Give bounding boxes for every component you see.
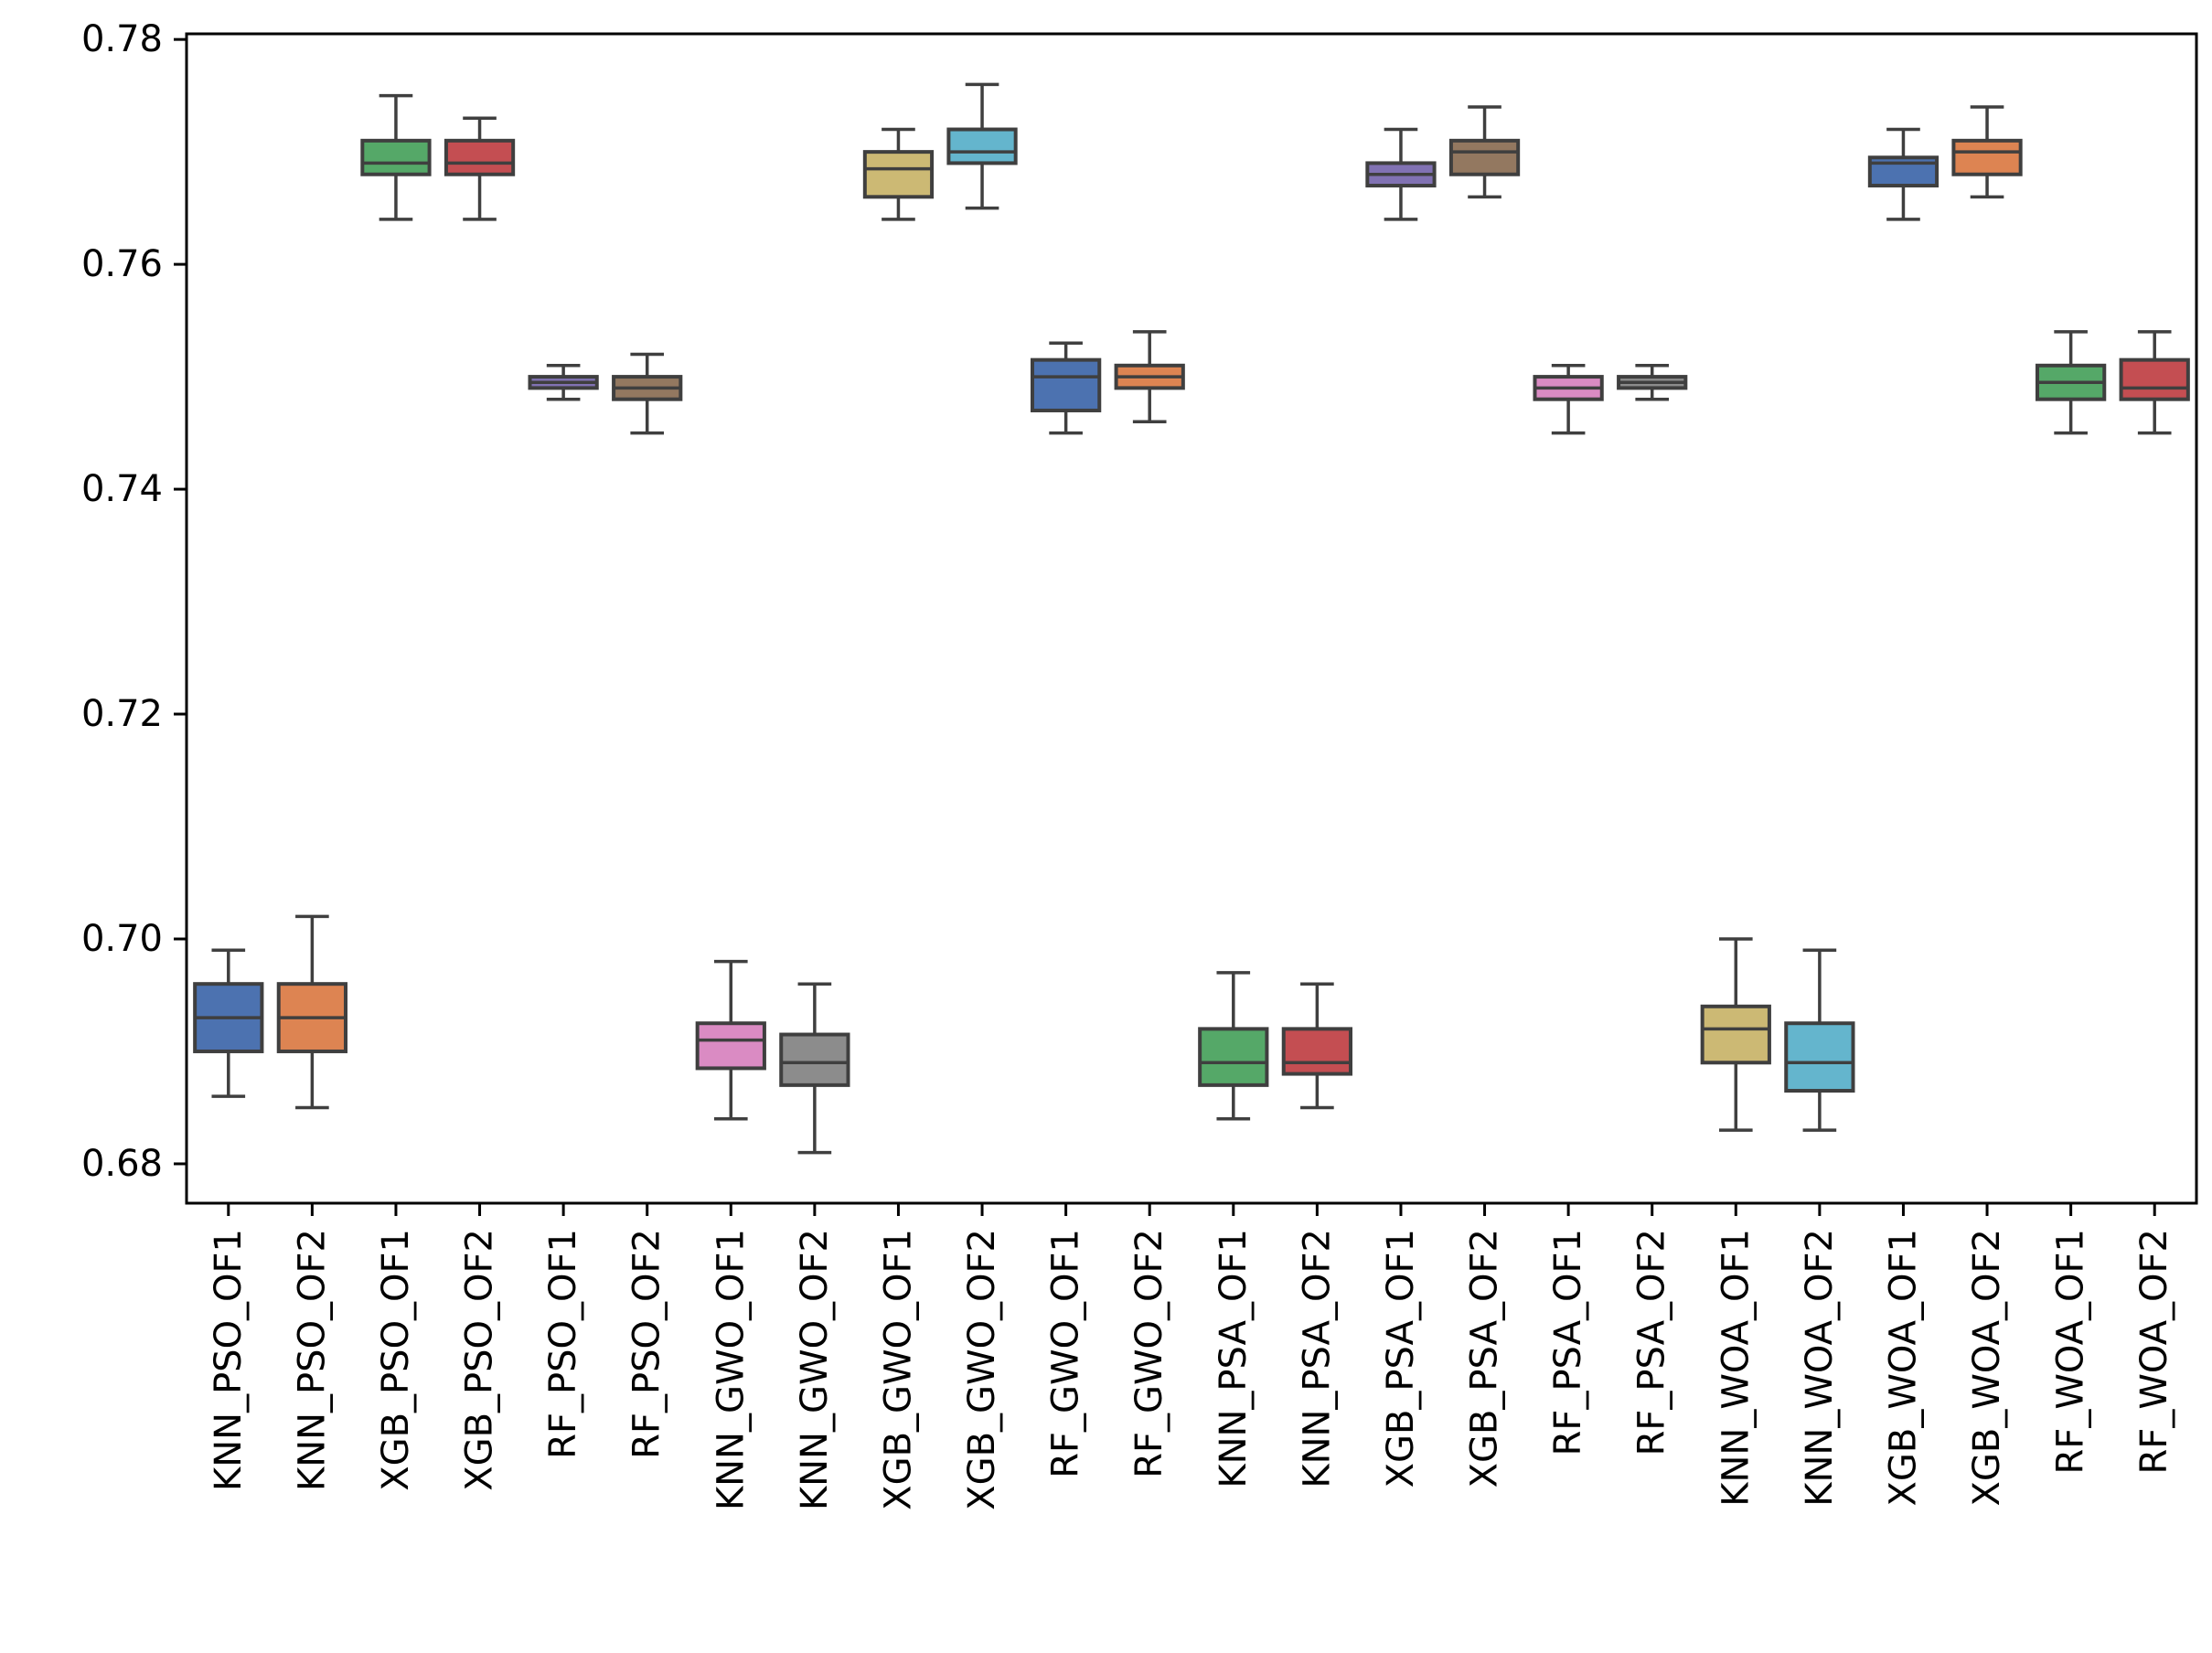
- x-tick-label: XGB_GWO_OF2: [961, 1229, 1003, 1510]
- box-group-xgb-gwo-of1: [862, 127, 935, 221]
- x-tick-label: RF_WOA_OF1: [2050, 1229, 2092, 1474]
- iqr-box: [360, 138, 432, 176]
- x-tick-label: RF_PSO_OF2: [626, 1229, 668, 1459]
- x-tick-label: RF_PSA_OF1: [1547, 1229, 1589, 1456]
- box-group-knn-psa-of1: [1198, 971, 1269, 1121]
- iqr-box: [1951, 138, 2023, 176]
- x-tick-label: RF_WOA_OF2: [2133, 1229, 2175, 1474]
- x-tick-label: KNN_PSO_OF1: [208, 1229, 250, 1491]
- iqr-box: [1281, 1027, 1353, 1076]
- iqr-box: [1784, 1021, 1855, 1093]
- x-tick-label: KNN_GWO_OF2: [794, 1229, 836, 1510]
- iqr-box: [1448, 138, 1521, 176]
- y-tick-label: 0.68: [81, 1143, 163, 1185]
- iqr-box: [695, 1021, 766, 1071]
- axes: 0.68 0.70 0.72 0.74 0.76 0.78 KNN_PSO_OF1 KNN_P…: [81, 18, 2198, 1510]
- iqr-box: [1030, 357, 1102, 412]
- box-group-xgb-woa-of1: [1867, 127, 1940, 221]
- box-group-rf-gwo-of1: [1030, 341, 1102, 435]
- x-tick-label: KNN_WOA_OF2: [1799, 1229, 1841, 1507]
- iqr-box: [862, 150, 935, 199]
- x-tick-label: KNN_GWO_OF1: [710, 1229, 752, 1510]
- box-group-knn-woa-of1: [1700, 937, 1771, 1132]
- x-tick-label: XGB_GWO_OF1: [877, 1229, 919, 1510]
- x-tick-label: XGB_PSO_OF2: [459, 1229, 501, 1491]
- box-group-knn-pso-of2: [276, 914, 348, 1110]
- x-tick-label: RF_PSA_OF2: [1631, 1229, 1673, 1456]
- box-group-rf-psa-of2: [1617, 364, 1688, 401]
- box-group-knn-woa-of2: [1784, 948, 1855, 1132]
- x-tick-label: XGB_WOA_OF1: [1882, 1229, 1924, 1506]
- box-group-xgb-psa-of2: [1448, 105, 1521, 199]
- box-group-knn-pso-of1: [193, 948, 264, 1098]
- x-tick-label: RF_PSO_OF1: [542, 1229, 584, 1459]
- box-group-rf-pso-of1: [528, 364, 599, 401]
- y-tick-label: 0.74: [81, 468, 163, 510]
- x-tick-label: KNN_PSO_OF2: [291, 1229, 333, 1491]
- y-tick-label: 0.76: [81, 243, 163, 285]
- iqr-box: [1198, 1027, 1269, 1087]
- plot-frame: [185, 32, 2198, 1205]
- iqr-box: [779, 1032, 850, 1087]
- x-tick-label: KNN_PSA_OF1: [1213, 1229, 1255, 1488]
- box-group-rf-psa-of1: [1533, 364, 1604, 435]
- box-group-xgb-psa-of1: [1365, 127, 1437, 221]
- iqr-box: [2119, 357, 2190, 401]
- box-group-rf-woa-of2: [2119, 330, 2190, 435]
- x-tick-label: XGB_PSA_OF2: [1464, 1229, 1506, 1488]
- x-tick-label: XGB_PSO_OF1: [375, 1229, 417, 1491]
- box-group-rf-woa-of1: [2035, 330, 2107, 435]
- x-tick-label: KNN_PSA_OF2: [1296, 1229, 1338, 1488]
- y-tick-label: 0.70: [81, 918, 163, 960]
- x-tick-label: RF_GWO_OF2: [1128, 1229, 1170, 1478]
- x-tick-label: XGB_WOA_OF2: [1966, 1229, 2008, 1506]
- x-tick-label: RF_GWO_OF1: [1045, 1229, 1087, 1478]
- x-tick-label: KNN_WOA_OF1: [1715, 1229, 1757, 1507]
- box-group-xgb-pso-of1: [360, 93, 432, 221]
- box-group-xgb-woa-of2: [1951, 105, 2023, 199]
- iqr-box: [1700, 1004, 1771, 1065]
- iqr-box: [946, 127, 1018, 165]
- y-tick-label: 0.72: [81, 693, 163, 735]
- box-group-knn-gwo-of2: [779, 982, 850, 1155]
- plot-marks: [193, 82, 2190, 1155]
- box-group-rf-pso-of2: [612, 352, 683, 435]
- box-group-rf-gwo-of2: [1114, 330, 1185, 424]
- x-tick-label: XGB_PSA_OF1: [1380, 1229, 1422, 1488]
- box-group-knn-psa-of2: [1281, 982, 1353, 1110]
- box-group-xgb-pso-of2: [443, 116, 516, 221]
- box-group-knn-gwo-of1: [695, 959, 766, 1121]
- y-tick-label: 0.78: [81, 18, 163, 60]
- box-group-xgb-gwo-of2: [946, 82, 1018, 210]
- iqr-box: [443, 138, 516, 176]
